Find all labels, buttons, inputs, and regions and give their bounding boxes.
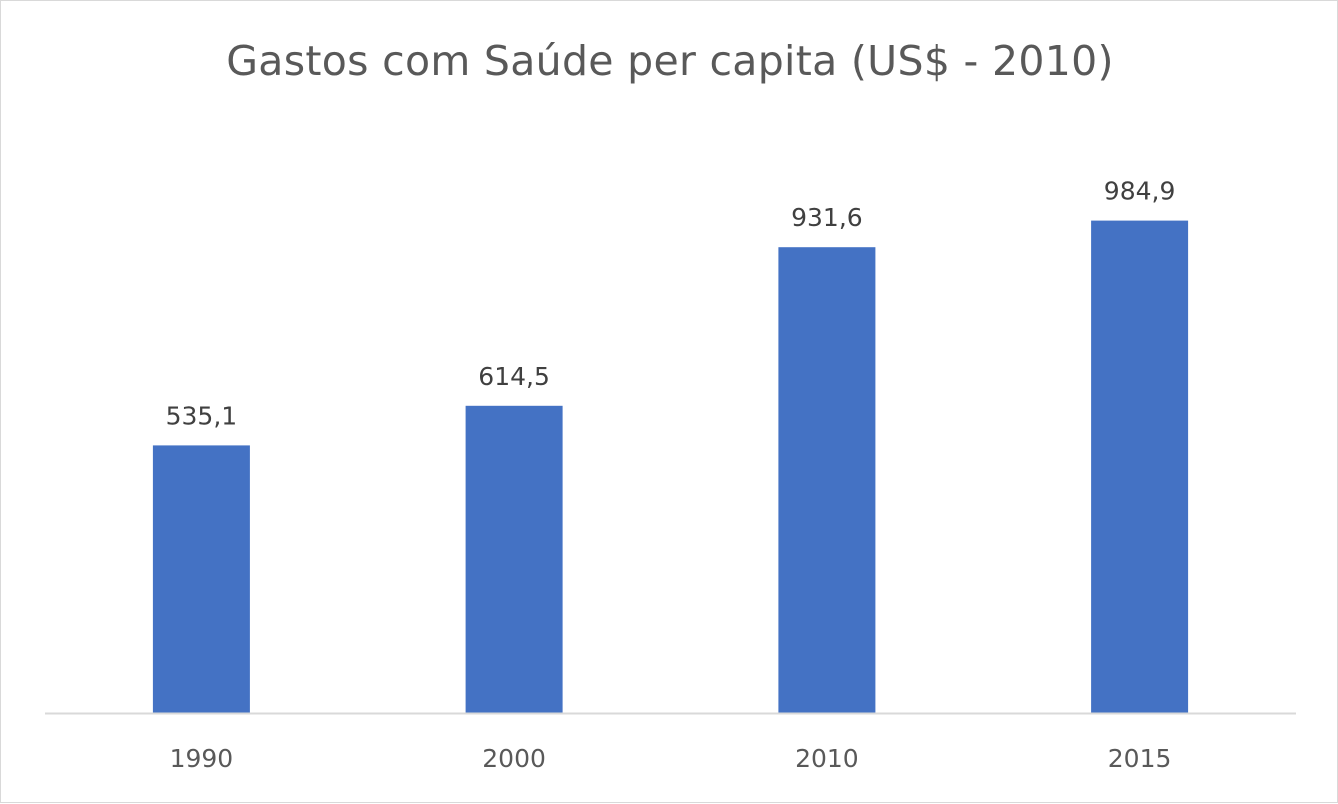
bar-2010 <box>778 247 876 713</box>
x-tick-label-2000: 2000 <box>482 744 546 773</box>
data-label-1990: 535,1 <box>166 401 238 430</box>
x-tick-label-2015: 2015 <box>1108 744 1172 773</box>
data-label-2015: 984,9 <box>1104 177 1176 206</box>
data-label-2010: 931,6 <box>791 203 863 232</box>
bar-2000 <box>465 405 563 714</box>
bar-2015 <box>1091 220 1189 713</box>
chart-title: Gastos com Saúde per capita (US$ - 2010) <box>226 37 1114 85</box>
bar-1990 <box>152 445 250 713</box>
data-label-2000: 614,5 <box>478 362 550 391</box>
x-tick-label-2010: 2010 <box>795 744 859 773</box>
x-tick-label-1990: 1990 <box>170 744 234 773</box>
